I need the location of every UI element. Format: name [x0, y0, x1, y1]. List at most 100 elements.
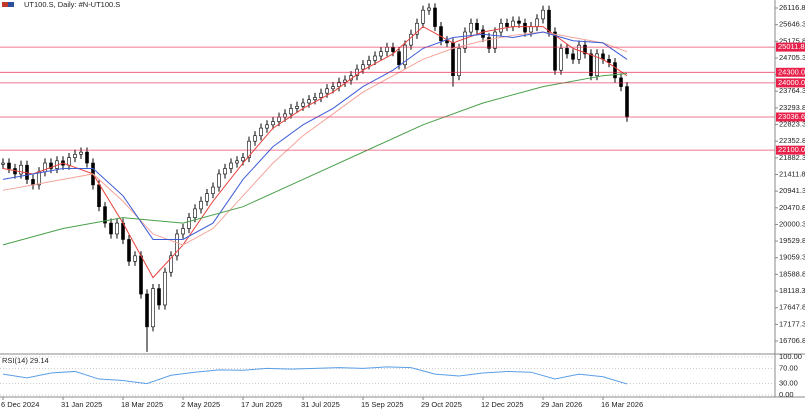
candle-body — [589, 53, 593, 76]
candle-body — [529, 26, 533, 33]
indicator-title: RSI(14) 29.14 — [2, 356, 49, 365]
candle-body — [157, 288, 161, 306]
y-tick-label: 20941.3 — [779, 186, 805, 195]
candle-body — [595, 53, 599, 76]
candle-body — [445, 40, 449, 44]
candle-body — [469, 22, 473, 33]
candle-body — [571, 53, 575, 60]
candle-body — [523, 22, 527, 33]
candle-body — [415, 22, 419, 35]
candle-body — [337, 81, 341, 87]
candle-body — [565, 48, 569, 55]
candle-body — [85, 151, 89, 164]
candle-body — [313, 97, 317, 101]
candle-body — [301, 102, 305, 107]
candle-body — [73, 153, 77, 158]
candle-body — [223, 168, 227, 175]
x-tick-label: 6 Dec 2024 — [1, 400, 39, 409]
candle-body — [379, 51, 383, 57]
y-tick-label: 25646.3 — [779, 20, 805, 29]
candle-body — [547, 9, 551, 33]
candle-body — [247, 140, 251, 158]
candle-body — [139, 255, 143, 295]
x-tick-label: 17 Jun 2025 — [241, 400, 282, 409]
candle-body — [625, 86, 629, 118]
candle-body — [295, 105, 299, 109]
candle-body — [217, 173, 221, 188]
candle-body — [229, 162, 233, 169]
y-tick-label: 26116.8 — [779, 3, 805, 12]
level-label-box — [776, 67, 805, 77]
candle-body — [127, 239, 131, 262]
candle-body — [31, 179, 35, 186]
candle-body — [19, 164, 23, 175]
y-tick-label: 25175.8 — [779, 36, 805, 45]
level-label-box — [776, 42, 805, 52]
y-tick-label: 100.00 — [779, 352, 802, 361]
candle-body — [421, 9, 425, 24]
candle-body — [493, 31, 497, 49]
candle-body — [7, 162, 11, 169]
level-label: 25011.8 — [778, 42, 805, 51]
x-tick-label: 2 May 2025 — [181, 400, 220, 409]
candle-body — [97, 184, 101, 207]
candle-body — [115, 222, 119, 235]
y-tick-label: 30.00 — [779, 379, 798, 388]
candle-body — [475, 22, 479, 31]
candle-body — [439, 26, 443, 42]
y-tick-label: 17177.3 — [779, 319, 805, 328]
y-tick-label: 22823.3 — [779, 120, 805, 129]
level-label: 24000.0 — [778, 78, 805, 87]
y-tick-label: 18118.3 — [779, 286, 805, 295]
y-tick-label: 23293.8 — [779, 103, 805, 112]
x-tick-label: 16 Mar 2026 — [601, 400, 643, 409]
moving-average — [2, 72, 628, 246]
candle-body — [37, 171, 41, 186]
y-tick-label: 21882.3 — [779, 153, 805, 162]
level-label-box — [776, 112, 805, 122]
candle-body — [577, 44, 581, 60]
candle-body — [463, 31, 467, 49]
candle-body — [511, 20, 515, 27]
candle-body — [325, 88, 329, 94]
candle-body — [397, 51, 401, 66]
candle-body — [181, 228, 185, 235]
candle-body — [211, 186, 215, 194]
y-tick-label: 23764.3 — [779, 86, 805, 95]
candle-body — [433, 7, 437, 27]
candle-body — [559, 48, 563, 71]
candle-body — [277, 116, 281, 122]
candle-body — [499, 22, 503, 33]
y-tick-label: 21411.8 — [779, 169, 805, 178]
y-tick-label: 70.00 — [779, 363, 798, 372]
candle-body — [391, 47, 395, 52]
x-tick-label: 31 Jan 2025 — [61, 400, 102, 409]
candle-body — [49, 162, 53, 169]
level-label-box — [776, 145, 805, 155]
y-tick-label: 19059.3 — [779, 253, 805, 262]
candle-body — [67, 157, 71, 166]
level-label-box — [776, 78, 805, 88]
x-tick-label: 29 Jan 2026 — [541, 400, 582, 409]
candle-body — [205, 193, 209, 202]
y-tick-label: 24705.3 — [779, 53, 805, 62]
candle-body — [259, 127, 263, 137]
candle-body — [361, 64, 365, 70]
symbol-icon — [2, 2, 8, 7]
candle-body — [1, 162, 5, 165]
candle-body — [199, 200, 203, 210]
candle-body — [535, 18, 539, 27]
level-label: 24300.0 — [778, 67, 805, 76]
candle-body — [517, 20, 521, 24]
candle-body — [145, 293, 149, 328]
candle-body — [619, 77, 623, 87]
candle-body — [163, 271, 167, 306]
candle-body — [487, 37, 491, 49]
y-tick-label: 22352.8 — [779, 136, 805, 145]
x-tick-label: 15 Sep 2025 — [361, 400, 404, 409]
candle-body — [385, 47, 389, 52]
rsi-line — [2, 366, 628, 385]
candle-body — [133, 255, 137, 262]
chart-title: UT100.S, Daily: #N-UT100.S — [24, 0, 120, 9]
y-tick-label: 20470.8 — [779, 203, 805, 212]
